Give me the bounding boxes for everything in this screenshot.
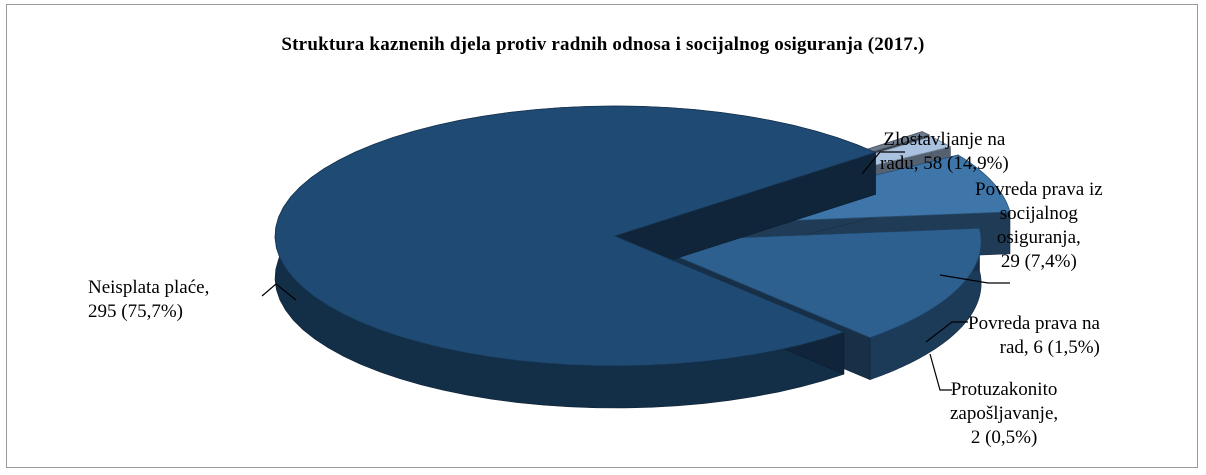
slice-label-line: rad, 6 (1,5%) xyxy=(999,337,1100,358)
leader-line xyxy=(925,321,968,343)
leader-line xyxy=(929,353,952,391)
slice-label-line: Neisplata plaće, xyxy=(88,277,210,298)
pie-slice-top xyxy=(640,227,982,339)
slice-label-line: zapošljavanje, xyxy=(950,403,1059,424)
slice-label-protuzakonito: Protuzakonito zapošljavanje, 2 (0,5%) xyxy=(950,378,1058,450)
slice-label-line: Povreda prava na xyxy=(968,313,1100,334)
slice-label-socijalno: Povreda prava iz socijalnog osiguranja, … xyxy=(975,178,1103,274)
chart-title: Struktura kaznenih djela protiv radnih o… xyxy=(281,34,925,55)
leader-line xyxy=(861,151,905,175)
slice-label-neisplata: Neisplata plaće, 295 (75,7%) xyxy=(88,276,209,324)
slice-label-line: 29 (7,4%) xyxy=(1000,251,1077,272)
slice-label-line: 2 (0,5%) xyxy=(970,427,1038,448)
slice-label-line: 295 (75,7%) xyxy=(88,301,183,322)
pie-slice-top xyxy=(274,105,877,367)
slice-label-zlostavljanje: Zlostavljanje na radu, 58 (14,9%) xyxy=(880,128,1009,176)
pie-slice xyxy=(274,105,877,409)
slice-label-line: Povreda prava iz xyxy=(975,179,1103,200)
slice-label-line: Zlostavljanje na xyxy=(883,129,1006,150)
slice-label-line: socijalnog xyxy=(999,203,1078,224)
slice-label-line: Protuzakonito xyxy=(950,379,1058,400)
leader-line xyxy=(939,274,1010,284)
slice-label-line: radu, 58 (14,9%) xyxy=(880,153,1009,174)
slice-label-line: osiguranja, xyxy=(996,227,1081,248)
leader-line xyxy=(261,283,297,301)
slice-label-pravo-na-rad: Povreda prava na rad, 6 (1,5%) xyxy=(968,312,1100,360)
